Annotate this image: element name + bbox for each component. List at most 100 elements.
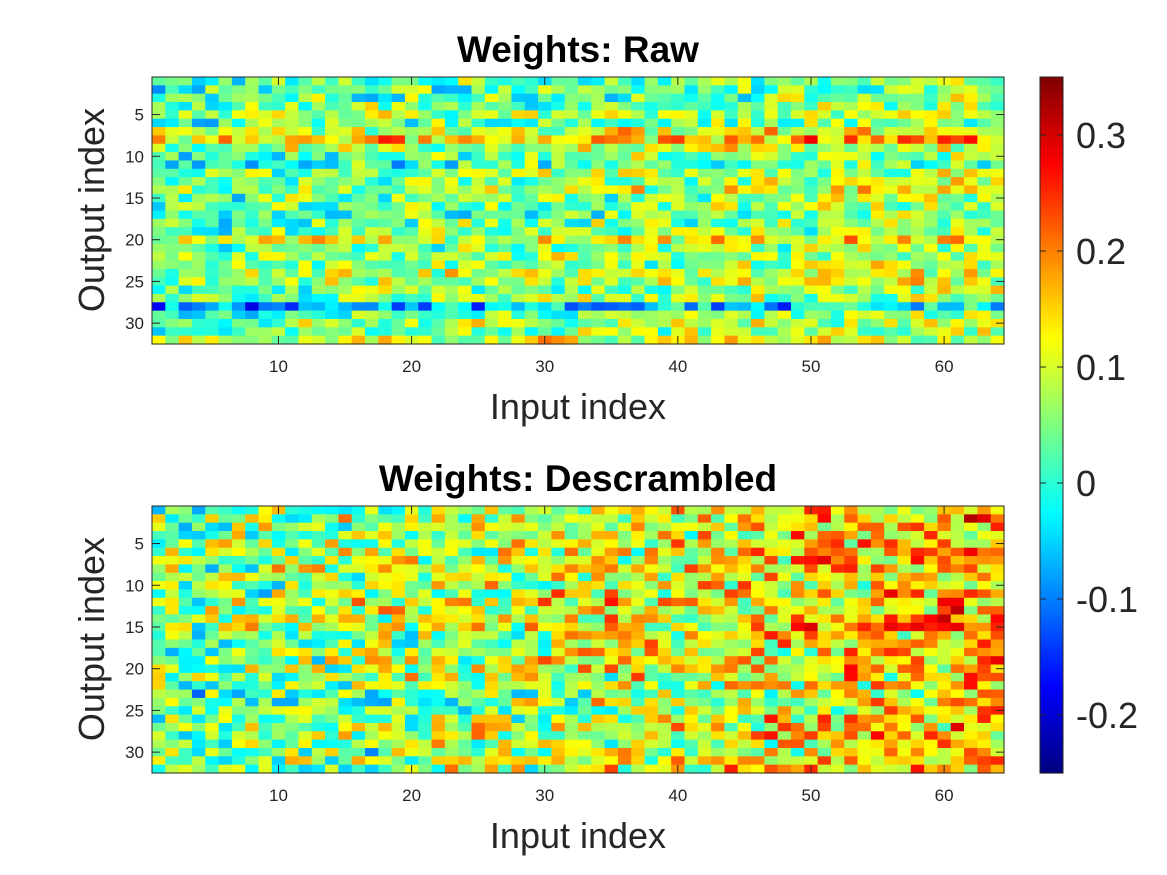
colorbar-strip (1040, 734, 1063, 739)
heatmap-cell (258, 631, 273, 641)
heatmap-cell (644, 93, 659, 103)
heatmap-cell (511, 310, 526, 320)
heatmap-cell (697, 260, 712, 270)
heatmap-cell (564, 697, 579, 707)
heatmap-cell (604, 168, 619, 178)
heatmap-cell (538, 243, 552, 253)
heatmap-cell (564, 531, 579, 540)
heatmap-cell (365, 193, 379, 203)
heatmap-cell (617, 227, 632, 237)
heatmap-cell (897, 193, 912, 203)
colorbar-strip (1040, 529, 1063, 534)
colorbar-strip (1040, 104, 1063, 109)
heatmap-cell (564, 739, 579, 749)
heatmap-cell (418, 118, 433, 128)
heatmap-cell (657, 664, 672, 674)
heatmap-cell (458, 747, 473, 757)
heatmap-cell (498, 614, 513, 624)
heatmap-cell (578, 118, 592, 128)
heatmap-cell (870, 77, 885, 86)
heatmap-cell (884, 310, 899, 320)
heatmap-cell (724, 697, 739, 707)
heatmap-cell (791, 672, 805, 682)
heatmap-cell (285, 243, 300, 253)
heatmap-cell (697, 293, 712, 303)
heatmap-cell (351, 714, 366, 724)
heatmap-cell (924, 168, 939, 178)
heatmap-cell (644, 572, 659, 582)
heatmap-cell (431, 160, 446, 170)
heatmap-cell (271, 672, 286, 682)
heatmap-cell (817, 764, 832, 774)
heatmap-cell (671, 93, 686, 103)
heatmap-cell (524, 110, 539, 120)
heatmap-cell (498, 77, 513, 86)
heatmap-cell (564, 706, 579, 716)
heatmap-cell (404, 706, 419, 716)
heatmap-cell (511, 739, 526, 749)
heatmap-cell (937, 739, 952, 749)
heatmap-cell (205, 302, 220, 312)
heatmap-cell (365, 260, 379, 270)
heatmap-cell (591, 706, 606, 716)
heatmap-cell (245, 260, 260, 270)
heatmap-cell (271, 93, 286, 103)
heatmap-cell (937, 185, 952, 195)
heatmap-cell (711, 714, 726, 724)
heatmap-cell (697, 672, 712, 682)
heatmap-cell (444, 714, 459, 724)
heatmap-cell (910, 622, 925, 632)
heatmap-cell (191, 589, 206, 599)
heatmap-cell (458, 631, 473, 641)
heatmap-cell (351, 193, 366, 203)
heatmap-cell (910, 747, 925, 757)
heatmap-cell (884, 539, 899, 549)
heatmap-cell (378, 747, 393, 757)
colorbar-strip (1040, 404, 1063, 409)
heatmap-cell (404, 102, 419, 111)
heatmap-cell (751, 160, 765, 170)
heatmap-cell (484, 581, 499, 591)
heatmap-cell (964, 764, 978, 774)
heatmap-cell (205, 581, 220, 591)
heatmap-cell (418, 572, 433, 582)
heatmap-cell (391, 218, 406, 228)
heatmap-cell (764, 118, 779, 128)
heatmap-cell (538, 185, 552, 195)
heatmap-cell (964, 681, 978, 691)
heatmap-cell (365, 135, 379, 145)
heatmap-cell (870, 310, 885, 320)
heatmap-cell (298, 335, 313, 345)
heatmap-cell (551, 143, 566, 153)
heatmap-cell (404, 589, 419, 599)
heatmap-cell (817, 672, 832, 682)
heatmap-cell (924, 285, 939, 295)
heatmap-cell (857, 547, 872, 557)
heatmap-cell (165, 614, 180, 624)
heatmap-cell (684, 722, 699, 732)
heatmap-cell (551, 202, 566, 212)
heatmap-cell (338, 218, 353, 228)
heatmap-cell (817, 227, 832, 237)
heatmap-cell (205, 597, 220, 607)
heatmap-cell (764, 531, 779, 540)
heatmap-cell (857, 210, 872, 220)
heatmap-cell (245, 739, 260, 749)
heatmap-cell (298, 672, 313, 682)
colorbar-strip (1040, 553, 1063, 558)
heatmap-cell (325, 227, 339, 237)
heatmap-cell (844, 327, 859, 337)
heatmap-cell (471, 547, 486, 557)
colorbar-strip (1040, 285, 1063, 290)
heatmap-cell (191, 539, 206, 549)
heatmap-cell (764, 631, 779, 641)
heatmap-cell (285, 185, 300, 195)
heatmap-cell (937, 689, 952, 699)
heatmap-cell (511, 714, 526, 724)
heatmap-cell (325, 514, 339, 524)
heatmap-cell (764, 218, 779, 228)
heatmap-cell (298, 714, 313, 724)
colorbar-strip (1040, 414, 1063, 419)
heatmap-cell (578, 756, 592, 766)
heatmap-cell (684, 731, 699, 741)
